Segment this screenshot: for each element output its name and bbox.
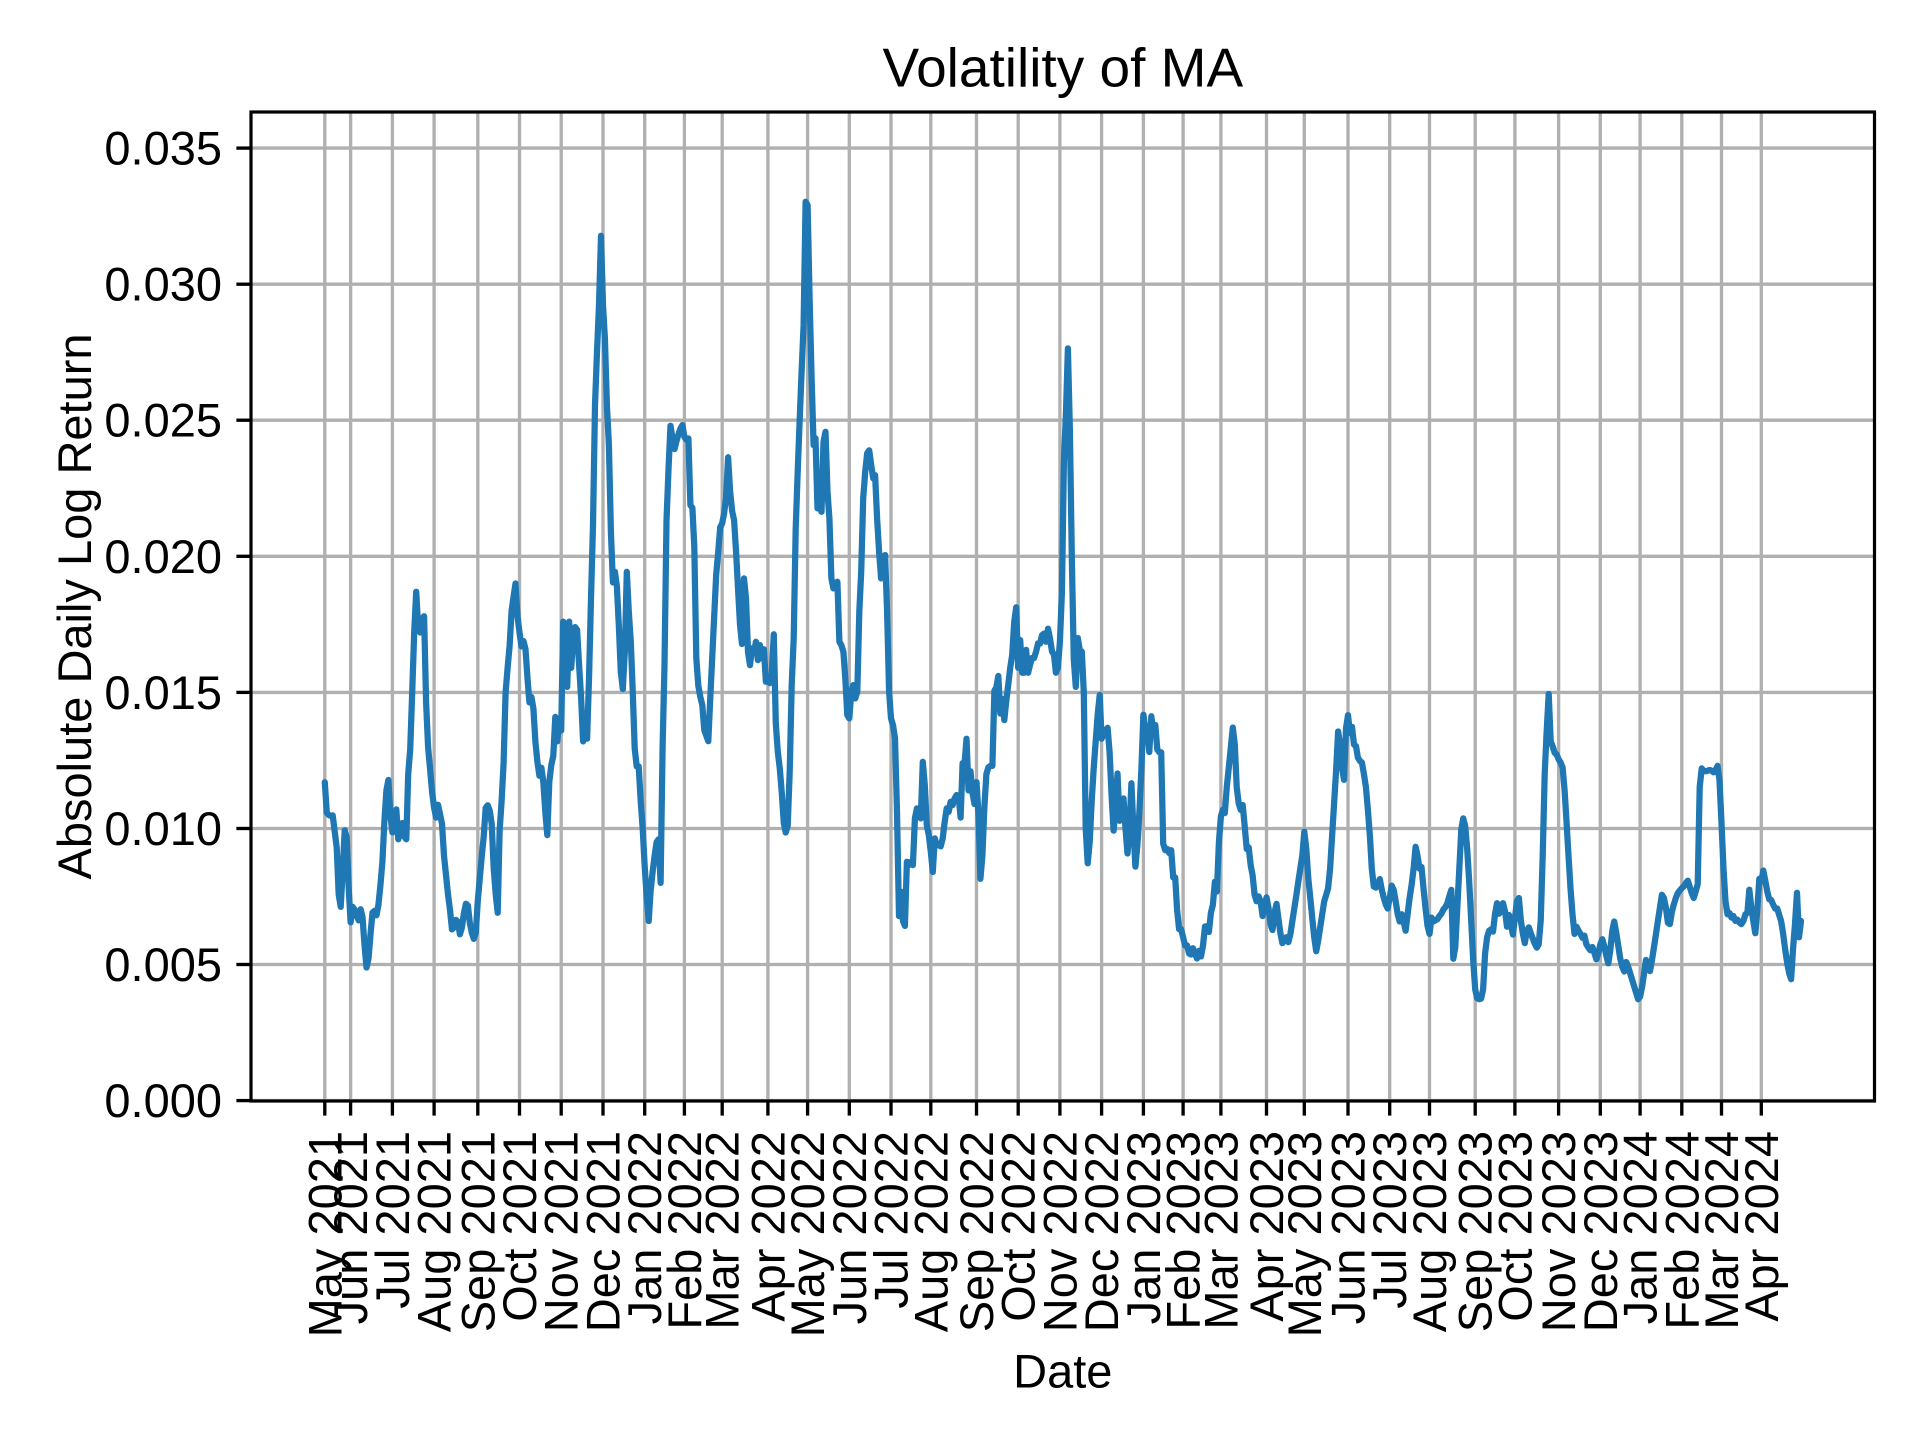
- svg-text:Jul 2022: Jul 2022: [865, 1131, 918, 1309]
- svg-text:0.005: 0.005: [104, 938, 222, 991]
- svg-text:Oct 2022: Oct 2022: [992, 1131, 1045, 1322]
- svg-text:Volatility of MA: Volatility of MA: [882, 37, 1243, 99]
- svg-text:Jun 2022: Jun 2022: [823, 1131, 876, 1324]
- svg-text:Oct 2021: Oct 2021: [493, 1131, 546, 1322]
- svg-text:Jan 2024: Jan 2024: [1614, 1131, 1667, 1324]
- svg-text:May 2022: May 2022: [781, 1131, 834, 1337]
- svg-text:Feb 2023: Feb 2023: [1157, 1131, 1210, 1330]
- svg-text:Mar 2023: Mar 2023: [1194, 1131, 1247, 1330]
- svg-text:0.010: 0.010: [104, 802, 222, 855]
- svg-text:Mar 2024: Mar 2024: [1695, 1131, 1748, 1330]
- svg-text:Sep 2021: Sep 2021: [451, 1131, 504, 1332]
- svg-text:Date: Date: [1013, 1345, 1112, 1398]
- svg-text:0.030: 0.030: [104, 258, 222, 311]
- svg-text:Apr 2023: Apr 2023: [1240, 1131, 1293, 1322]
- svg-text:Dec 2022: Dec 2022: [1075, 1131, 1128, 1332]
- svg-text:Oct 2023: Oct 2023: [1488, 1131, 1541, 1322]
- svg-text:Aug 2023: Aug 2023: [1403, 1131, 1456, 1332]
- svg-text:0.035: 0.035: [104, 122, 222, 175]
- svg-text:Aug 2021: Aug 2021: [408, 1131, 461, 1332]
- svg-text:Feb 2022: Feb 2022: [658, 1131, 711, 1330]
- svg-text:Mar 2022: Mar 2022: [696, 1131, 749, 1330]
- svg-text:Aug 2022: Aug 2022: [904, 1131, 957, 1332]
- svg-text:Jul 2021: Jul 2021: [366, 1131, 419, 1309]
- svg-text:Feb 2024: Feb 2024: [1655, 1131, 1708, 1330]
- svg-text:0.015: 0.015: [104, 666, 222, 719]
- svg-text:Dec 2023: Dec 2023: [1574, 1131, 1627, 1332]
- svg-text:May 2021: May 2021: [298, 1131, 351, 1337]
- svg-text:May 2023: May 2023: [1278, 1131, 1331, 1337]
- svg-text:Jun 2021: Jun 2021: [324, 1131, 377, 1324]
- svg-text:Absolute Daily Log Return: Absolute Daily Log Return: [48, 333, 101, 879]
- svg-text:Nov 2022: Nov 2022: [1033, 1131, 1086, 1332]
- svg-text:Nov 2023: Nov 2023: [1532, 1131, 1585, 1332]
- svg-text:Jul 2023: Jul 2023: [1363, 1131, 1416, 1309]
- svg-text:0.000: 0.000: [104, 1074, 222, 1127]
- svg-text:Jun 2023: Jun 2023: [1322, 1131, 1375, 1324]
- svg-text:Nov 2021: Nov 2021: [535, 1131, 588, 1332]
- svg-text:Sep 2023: Sep 2023: [1449, 1131, 1502, 1332]
- svg-text:Apr 2024: Apr 2024: [1735, 1131, 1788, 1322]
- svg-text:Jan 2022: Jan 2022: [618, 1131, 671, 1324]
- svg-text:Jan 2023: Jan 2023: [1117, 1131, 1170, 1324]
- svg-text:Sep 2022: Sep 2022: [950, 1131, 1003, 1332]
- svg-text:0.025: 0.025: [104, 394, 222, 447]
- svg-text:Dec 2021: Dec 2021: [577, 1131, 630, 1332]
- svg-text:0.020: 0.020: [104, 530, 222, 583]
- svg-text:Apr 2022: Apr 2022: [741, 1131, 794, 1322]
